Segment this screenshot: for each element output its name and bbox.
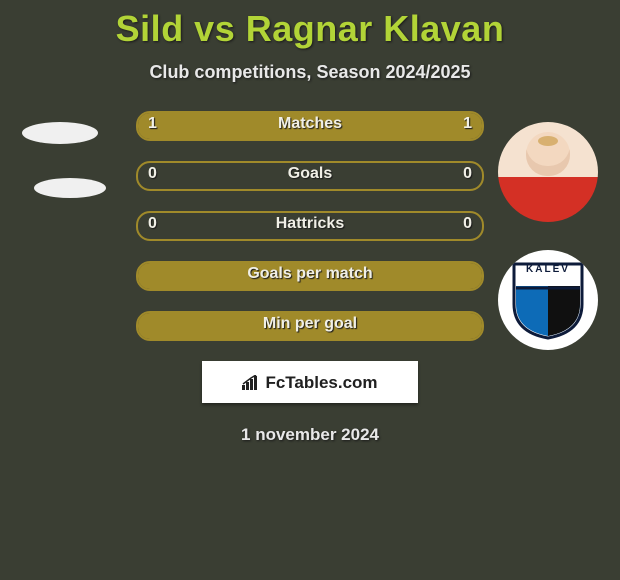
stat-label: Matches bbox=[138, 115, 482, 133]
watermark-box: FcTables.com bbox=[202, 361, 418, 403]
player-right-club-logo: KALEV bbox=[498, 250, 598, 350]
club-badge-label: KALEV bbox=[498, 264, 598, 275]
stat-row-matches: 1 Matches 1 bbox=[136, 111, 484, 141]
stat-row-min-per-goal: Min per goal bbox=[136, 311, 484, 341]
stat-label: Hattricks bbox=[138, 215, 482, 233]
stat-label: Goals bbox=[138, 165, 482, 183]
player-left-club-logo bbox=[34, 178, 106, 198]
page-title: Sild vs Ragnar Klavan bbox=[0, 0, 620, 50]
stat-right-value: 1 bbox=[463, 115, 472, 133]
stat-right-value: 0 bbox=[463, 165, 472, 183]
stat-row-hattricks: 0 Hattricks 0 bbox=[136, 211, 484, 241]
footer-date: 1 november 2024 bbox=[0, 425, 620, 445]
stat-row-goals: 0 Goals 0 bbox=[136, 161, 484, 191]
stat-right-value: 0 bbox=[463, 215, 472, 233]
stat-row-goals-per-match: Goals per match bbox=[136, 261, 484, 291]
page-subtitle: Club competitions, Season 2024/2025 bbox=[0, 62, 620, 83]
stat-label: Goals per match bbox=[138, 265, 482, 283]
watermark-label: FcTables.com bbox=[265, 373, 377, 392]
player-left-avatar bbox=[22, 122, 98, 144]
stat-label: Min per goal bbox=[138, 315, 482, 333]
player-right-avatar bbox=[498, 122, 598, 222]
bar-chart-icon bbox=[242, 375, 262, 391]
